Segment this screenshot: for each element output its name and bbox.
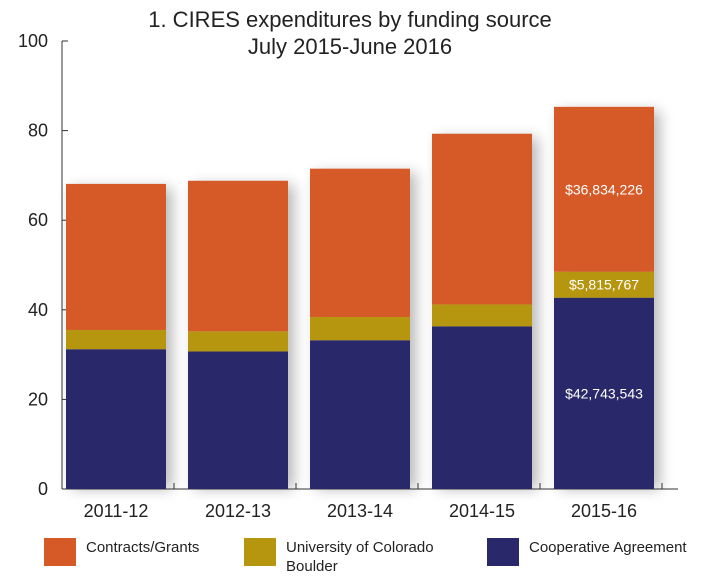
x-category-label: 2015-16	[571, 501, 637, 521]
bar-segment-university-of-colorado-boulder-2012-13	[188, 331, 288, 352]
bar-segment-cooperative-agreement-2012-13	[188, 351, 288, 489]
bar-segment-contracts-grants-2011-12	[66, 183, 166, 330]
legend-item-university-of-colorado-boulder: University of Colorado Boulder	[244, 538, 466, 576]
y-tick-label: 0	[38, 479, 48, 499]
legend-item-contracts-grants: Contracts/Grants	[44, 538, 199, 566]
x-category-label: 2013-14	[327, 501, 393, 521]
legend-label-university-of-colorado-boulder: University of Colorado Boulder	[286, 539, 434, 575]
bar-segment-university-of-colorado-boulder-2014-15	[432, 304, 532, 327]
data-labels: $42,743,543 $5,815,767 $36,834,226	[565, 181, 643, 401]
y-tick-label: 100	[18, 31, 48, 51]
y-tick-label: 20	[28, 389, 48, 409]
bar-segment-university-of-colorado-boulder-2013-14	[310, 316, 410, 341]
bar-segment-contracts-grants-2012-13	[188, 180, 288, 332]
x-category-label: 2012-13	[205, 501, 271, 521]
bar-segment-cooperative-agreement-2015-16	[554, 297, 654, 489]
x-category-label: 2011-12	[84, 501, 149, 521]
y-tick-label: 60	[28, 210, 48, 230]
bar-segment-contracts-grants-2013-14	[310, 168, 410, 317]
y-tick-label: 80	[28, 121, 48, 141]
legend-swatch-cooperative-agreement	[487, 538, 519, 566]
data-label-university-of-colorado-boulder: $5,815,767	[569, 277, 639, 293]
bar-segment-cooperative-agreement-2014-15	[432, 326, 532, 489]
chart: 1. CIRES expenditures by funding sourceJ…	[18, 7, 678, 521]
bar-segment-cooperative-agreement-2013-14	[310, 340, 410, 489]
chart-title-line: 1. CIRES expenditures by funding source	[148, 7, 552, 32]
legend: Contracts/Grants University of Colorado …	[0, 538, 721, 579]
x-category-label: 2014-15	[449, 501, 515, 521]
bar-segment-contracts-grants-2015-16	[554, 106, 654, 272]
legend-label-cooperative-agreement: Cooperative Agreement	[529, 539, 687, 556]
bar-segment-contracts-grants-2014-15	[432, 133, 532, 305]
legend-swatch-university-of-colorado-boulder	[244, 538, 276, 566]
bar-segment-cooperative-agreement-2011-12	[66, 349, 166, 489]
data-label-contracts-grants: $36,834,226	[565, 181, 643, 197]
bar-segment-university-of-colorado-boulder-2015-16	[554, 271, 654, 298]
legend-item-cooperative-agreement: Cooperative Agreement	[487, 538, 687, 566]
chart-title-line: July 2015-June 2016	[248, 34, 452, 59]
chart-title: 1. CIRES expenditures by funding sourceJ…	[148, 7, 552, 59]
y-tick-label: 40	[28, 300, 48, 320]
legend-swatch-contracts-grants	[44, 538, 76, 566]
data-label-cooperative-agreement: $42,743,543	[565, 385, 643, 401]
bar-segment-university-of-colorado-boulder-2011-12	[66, 329, 166, 350]
legend-label-contracts-grants: Contracts/Grants	[86, 539, 200, 556]
bars	[66, 106, 654, 489]
